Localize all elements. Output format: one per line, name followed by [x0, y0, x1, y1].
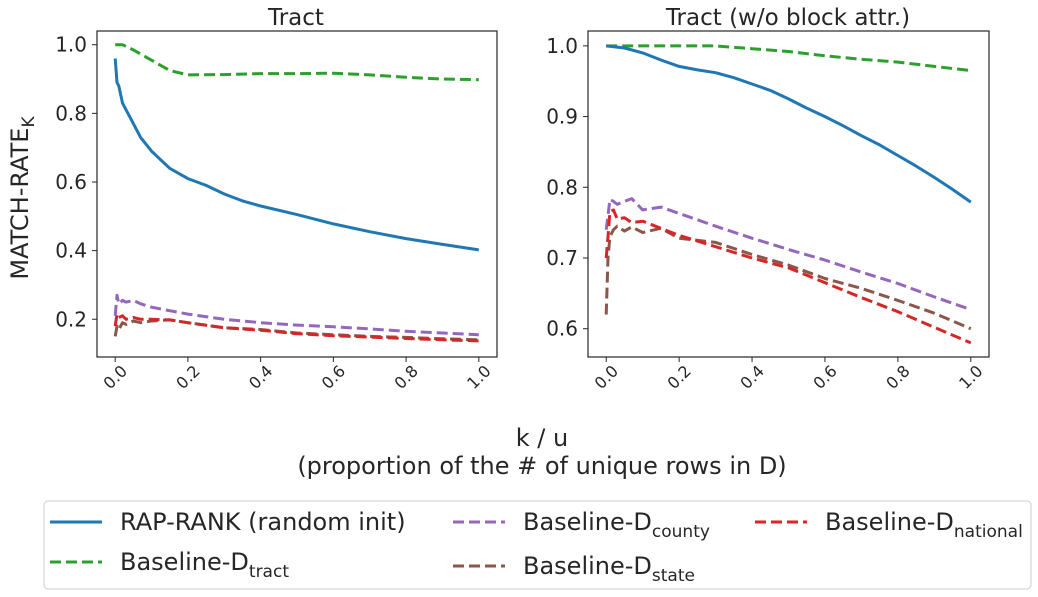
legend-label-main: Baseline-D [523, 508, 652, 536]
y-tick-label: 1.0 [55, 33, 87, 57]
left-panel-title: Tract [267, 5, 324, 31]
y-tick-label: 0.7 [546, 246, 578, 270]
legend-label-state: Baseline-Dstate [523, 552, 695, 586]
legend-label-main: Baseline-D [120, 548, 249, 576]
legend-label-main: Baseline-D [825, 508, 954, 536]
series-line-state [604, 224, 972, 331]
legend-label-sub: county [652, 522, 710, 542]
axes-frame [587, 30, 990, 358]
series-line-county [604, 197, 972, 312]
legend-entry-county: Baseline-Dcounty [453, 508, 710, 542]
series-line-national [604, 208, 972, 345]
legend-entry-rap: RAP-RANK (random init) [50, 508, 406, 536]
series-line-county [113, 293, 479, 337]
x-tick-label: 0.6 [318, 361, 349, 392]
y-tick-label: 1.0 [546, 34, 578, 58]
x-axis-label: k / u [516, 424, 568, 452]
y-axis-label-main: MATCH-RATE [6, 128, 34, 280]
y-tick-label: 0.8 [55, 101, 87, 125]
y-tick-label: 0.6 [546, 317, 578, 341]
x-tick-label: 0.8 [390, 361, 421, 392]
left-chart-panel: 0.2 0.4 0.6 0.8 1.0 0.0 0.2 0.4 0.6 0.8 1.0 [55, 30, 498, 393]
legend-label-sub: tract [249, 562, 289, 582]
y-tick-label: 0.2 [55, 307, 87, 331]
x-tick-label: 0.4 [736, 361, 767, 392]
legend: RAP-RANK (random init)Baseline-DtractBas… [43, 500, 1032, 590]
legend-label-main: Baseline-D [523, 552, 652, 580]
y-tick-label: 0.9 [546, 105, 578, 129]
series-line-national [113, 312, 479, 343]
legend-frame [43, 500, 1032, 590]
legend-label-rap: RAP-RANK (random init) [120, 508, 406, 536]
series-line-rap [113, 58, 480, 252]
axes-frame [96, 30, 498, 358]
right-panel-title: Tract (w/o block attr.) [665, 5, 910, 31]
legend-label-sub: state [652, 566, 695, 586]
legend-entry-state: Baseline-Dstate [453, 552, 695, 586]
x-tick-label: 0.2 [172, 361, 203, 392]
legend-label-tract: Baseline-Dtract [120, 548, 289, 582]
series-line-tract [606, 44, 971, 73]
y-axis-label-sub: K [19, 116, 39, 128]
x-tick-label: 1.0 [955, 361, 986, 392]
x-tick-label: 0.0 [100, 361, 131, 392]
x-tick-label: 0.2 [664, 361, 695, 392]
y-tick-label: 0.8 [546, 175, 578, 199]
y-tick-label: 0.6 [55, 170, 87, 194]
y-axis-label: MATCH-RATEK [6, 116, 39, 280]
series-line-tract [115, 43, 479, 82]
x-axis-label-detail: (proportion of the # of unique rows in D… [297, 452, 786, 480]
x-tick-label: 0.0 [591, 361, 622, 392]
x-tick-label: 1.0 [463, 361, 494, 392]
legend-label-national: Baseline-Dnational [825, 508, 1023, 542]
legend-label-sub: national [954, 522, 1023, 542]
right-chart-panel: 0.6 0.7 0.8 0.9 1.0 0.0 0.2 0.4 0.6 0.8 1.0 [546, 30, 990, 393]
legend-entry-tract: Baseline-Dtract [50, 548, 289, 582]
series-line-state [113, 318, 479, 342]
legend-entry-national: Baseline-Dnational [755, 508, 1023, 542]
legend-label-main: RAP-RANK (random init) [120, 508, 406, 536]
y-tick-label: 0.4 [55, 239, 87, 263]
x-tick-label: 0.4 [245, 361, 276, 392]
legend-label-county: Baseline-Dcounty [523, 508, 710, 542]
series-line-rap [606, 44, 972, 204]
x-tick-label: 0.8 [882, 361, 913, 392]
x-tick-label: 0.6 [809, 361, 840, 392]
